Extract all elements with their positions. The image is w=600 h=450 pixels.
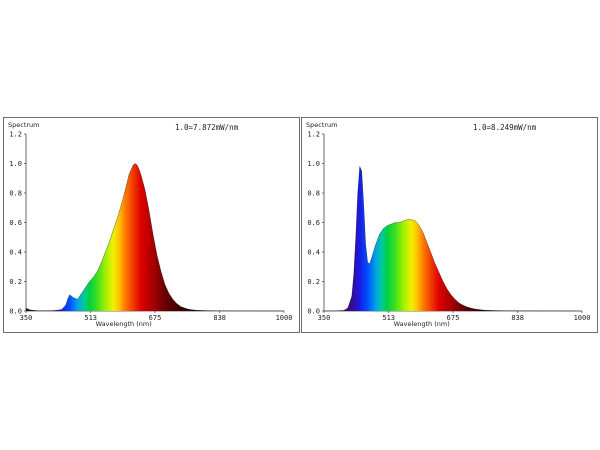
spectrum-area (26, 163, 284, 311)
x-tick-label: 838 (213, 314, 226, 322)
y-axis-label: Spectrum (8, 121, 40, 129)
spectrum-plot-right: 0.0 0.2 0.4 0.6 0.8 1.0 1.2 350 513 675 838 1000 Spe… (306, 121, 591, 328)
y-tick-label: 1.2 (307, 131, 320, 139)
y-tick-label: 0.2 (9, 278, 22, 286)
spectrum-line (25, 163, 285, 312)
y-tick-label: 0.4 (307, 249, 320, 257)
spectrum-chart-right: 0.0 0.2 0.4 0.6 0.8 1.0 1.2 350 513 675 838 1000 Spe… (301, 117, 598, 333)
x-tick-label: 1000 (276, 314, 293, 322)
x-tick-label: 1000 (574, 314, 591, 322)
scale-annotation: 1.0=7.872mW/nm (175, 123, 239, 132)
y-tick-label: 0.2 (307, 278, 320, 286)
y-tick-label: 0.8 (307, 190, 320, 198)
y-tick-label: 0.6 (9, 219, 22, 227)
y-tick-label: 0.0 (307, 308, 320, 316)
x-tick-label: 350 (318, 314, 331, 322)
x-tick-label: 675 (447, 314, 460, 322)
x-tick-label: 350 (20, 314, 33, 322)
y-tick-label: 1.2 (9, 131, 22, 139)
spectrum-plot-left: 0.0 0.2 0.4 0.6 0.8 1.0 1.2 350 513 675 838 1000 Spe… (8, 121, 293, 328)
y-tick-label: 0.6 (307, 219, 320, 227)
spectrum-line (323, 166, 583, 312)
spectrum-chart-left: 0.0 0.2 0.4 0.6 0.8 1.0 1.2 350 513 675 838 1000 Spe… (3, 117, 300, 333)
spectrum-area (324, 166, 582, 311)
x-tick-label: 675 (149, 314, 162, 322)
x-tick-label: 513 (84, 314, 97, 322)
y-axis-label: Spectrum (306, 121, 338, 129)
y-tick-label: 0.0 (9, 308, 22, 316)
y-tick-label: 0.8 (9, 190, 22, 198)
x-tick-label: 838 (511, 314, 524, 322)
x-axis-label: Wavelength (nm) (96, 320, 152, 328)
x-tick-label: 513 (382, 314, 395, 322)
scale-annotation: 1.0=8.249mW/nm (473, 123, 537, 132)
x-axis-label: Wavelength (nm) (394, 320, 450, 328)
y-tick-label: 1.0 (307, 160, 320, 168)
y-tick-label: 0.4 (9, 249, 22, 257)
y-tick-label: 1.0 (9, 160, 22, 168)
